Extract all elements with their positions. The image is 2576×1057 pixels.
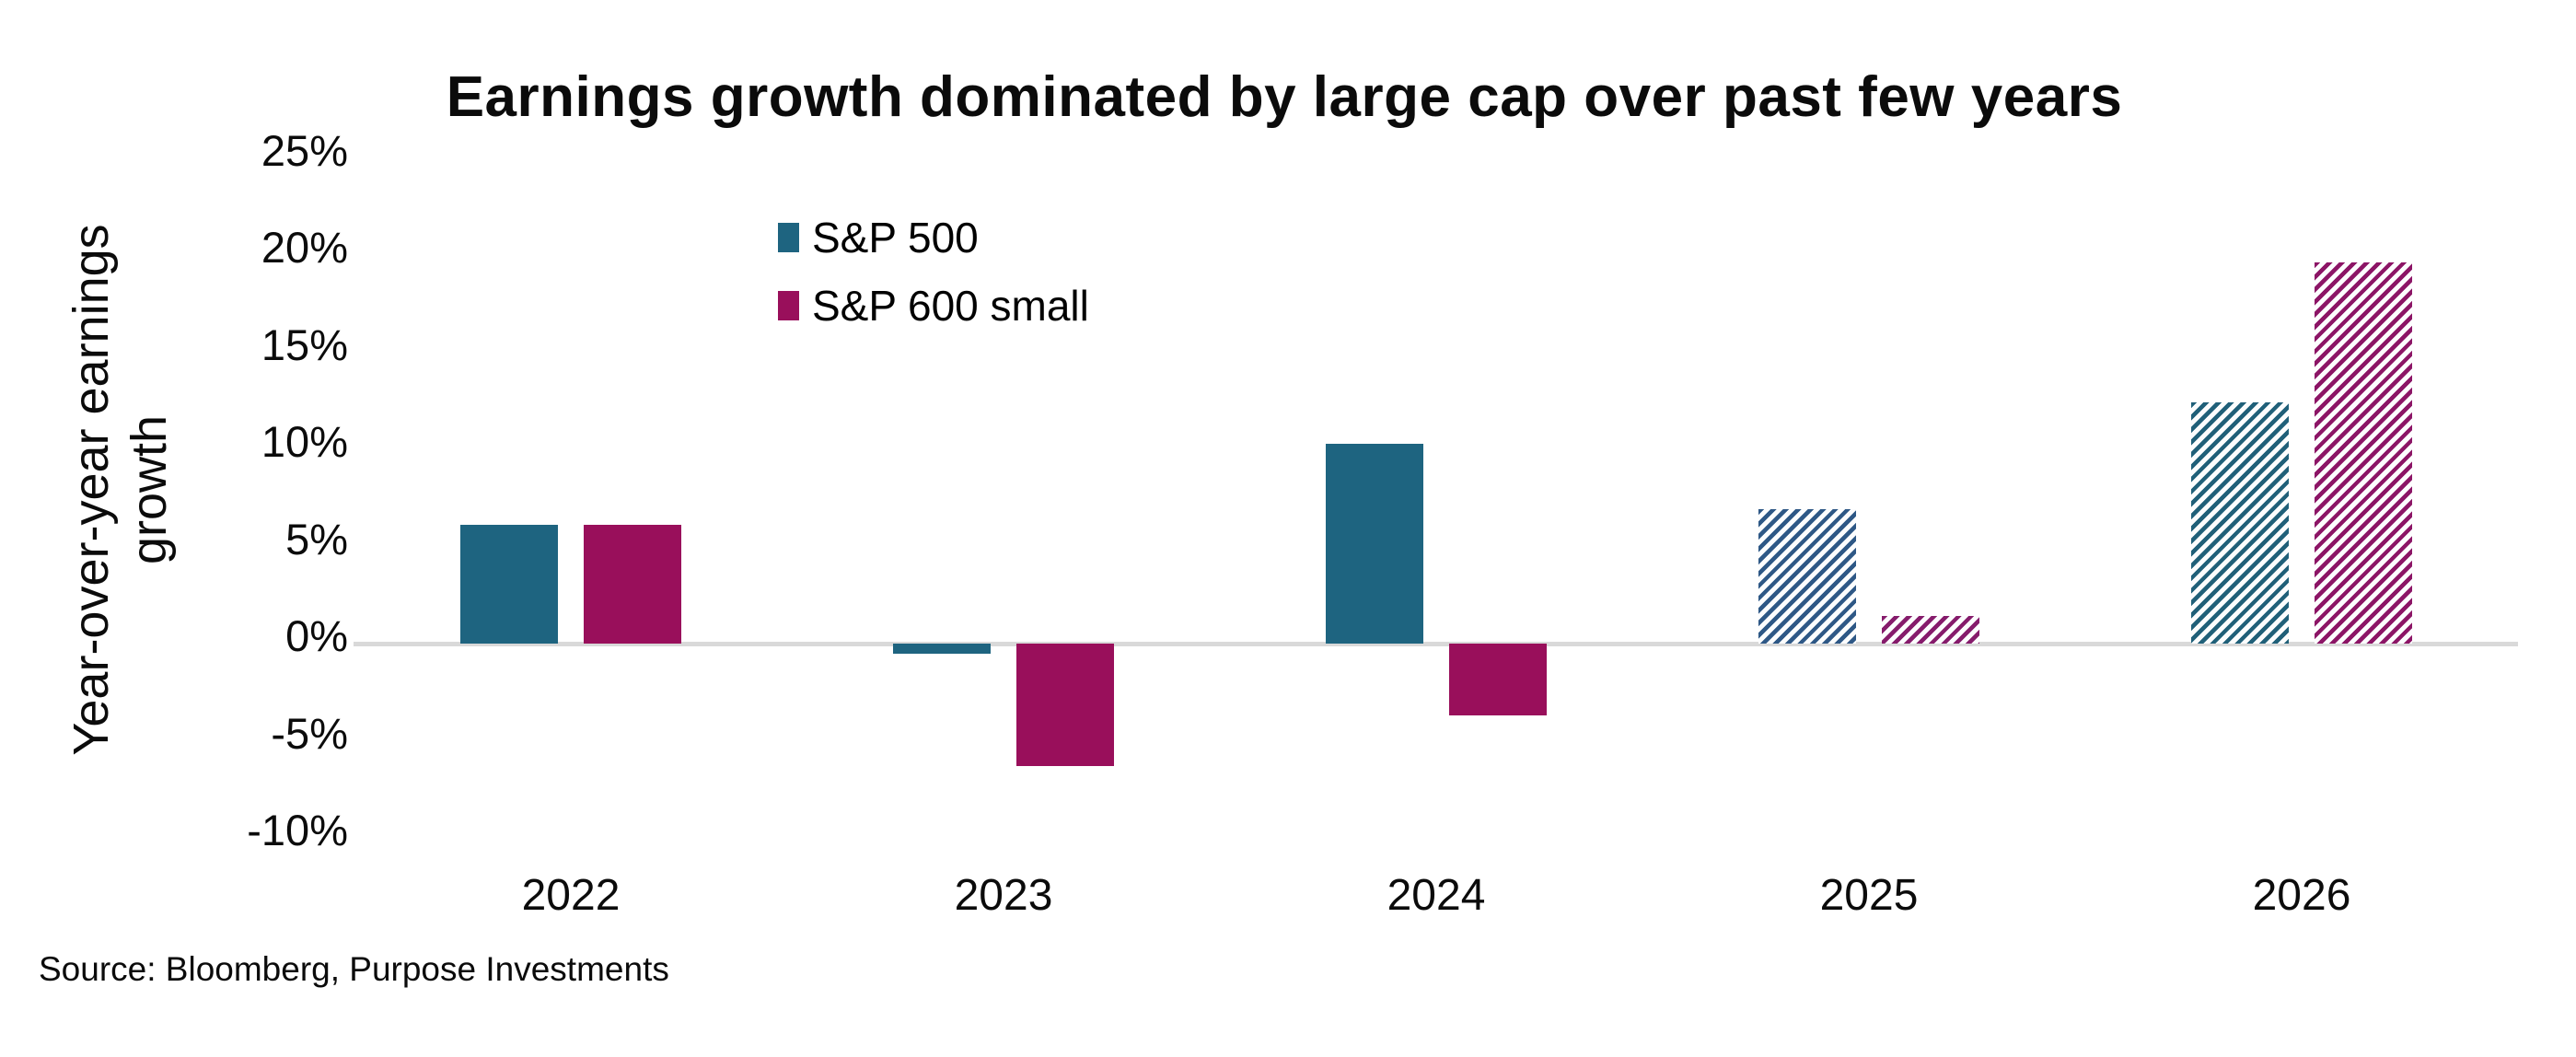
y-tick-0: 0% — [285, 611, 348, 660]
bar-2026-sp600-small — [2315, 262, 2412, 644]
bar-2022-sp600-small — [584, 525, 681, 644]
x-axis-zero-line — [354, 642, 2518, 646]
y-tick-15: 15% — [261, 319, 348, 369]
x-tick-2025: 2025 — [1819, 871, 1919, 920]
bar-2023-sp600-small — [1016, 644, 1114, 766]
bar-2024-sp600-small — [1449, 644, 1547, 716]
y-tick--5: -5% — [271, 708, 348, 758]
x-tick-2023: 2023 — [954, 871, 1053, 920]
source-note: Source: Bloomberg, Purpose Investments — [39, 950, 669, 988]
x-tick-2024: 2024 — [1387, 871, 1486, 920]
bar-2023-sp500 — [893, 644, 991, 654]
legend-label-sp600: S&P 600 small — [812, 282, 1089, 330]
y-tick-5: 5% — [285, 514, 348, 563]
bar-2024-sp500 — [1326, 443, 1423, 644]
y-tick-20: 20% — [261, 223, 348, 272]
y-tick-10: 10% — [261, 417, 348, 466]
legend-swatch-sp600 — [778, 291, 799, 320]
bar-2022-sp500 — [460, 525, 558, 644]
y-tick-25: 25% — [261, 125, 348, 175]
bar-2025-sp500 — [1758, 509, 1856, 644]
x-tick-2022: 2022 — [521, 871, 621, 920]
bar-2025-sp600-small — [1882, 616, 1979, 644]
legend-item-sp600: S&P 600 small — [778, 278, 1089, 333]
bar-2026-sp500 — [2191, 402, 2289, 644]
legend-item-sp500: S&P 500 — [778, 210, 979, 265]
legend-label-sp500: S&P 500 — [812, 214, 979, 261]
chart-title: Earnings growth dominated by large cap o… — [446, 64, 2123, 129]
legend-swatch-sp500 — [778, 223, 799, 252]
x-tick-2026: 2026 — [2252, 871, 2351, 920]
y-tick--10: -10% — [247, 806, 348, 854]
